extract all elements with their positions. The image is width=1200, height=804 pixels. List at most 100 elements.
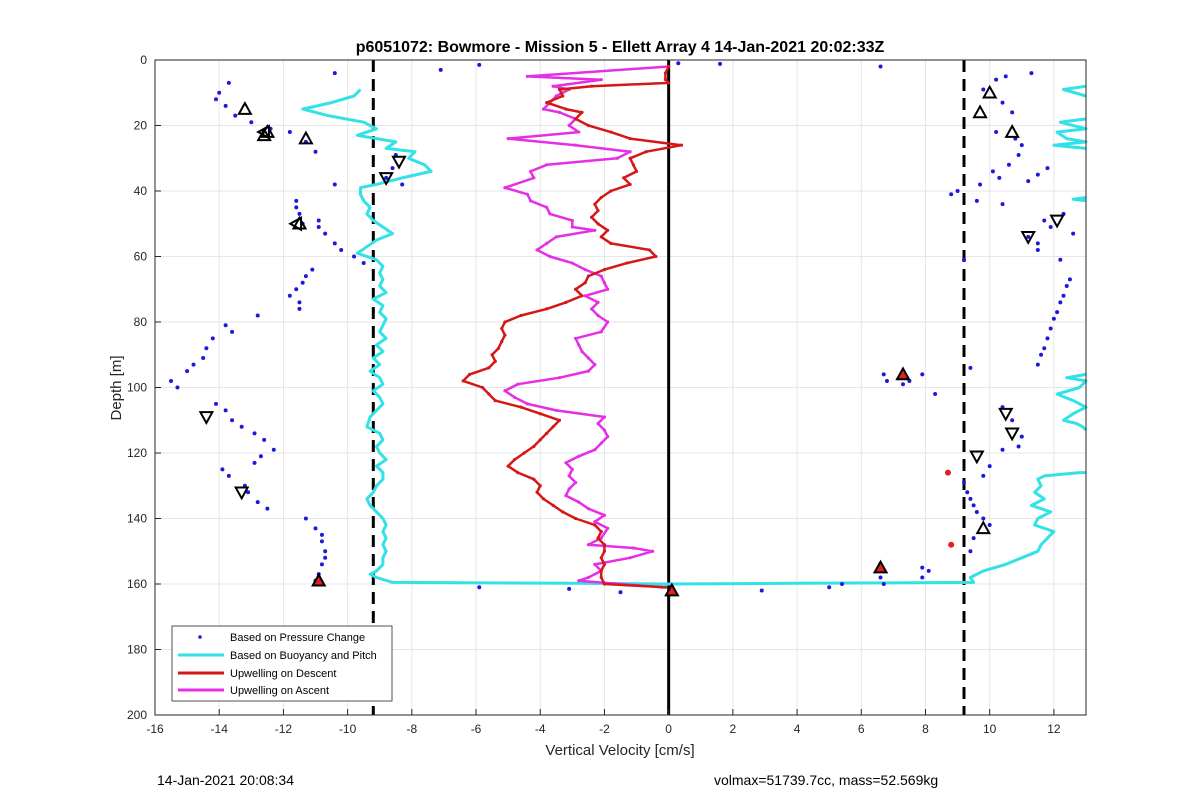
pressure-change-point [332,182,337,187]
pressure-change-point [323,549,328,554]
pressure-change-point [1051,316,1056,321]
ascent-upwelling-line-point [593,228,597,232]
left-triangle-marker [256,124,270,140]
descent-upwelling-line-point [503,333,507,337]
pressure-change-point [1055,310,1060,315]
down-triangle-marker [969,450,985,465]
pressure-change-point [217,90,222,95]
descent-upwelling-line-point [538,412,542,416]
pressure-change-point [974,509,979,514]
pressure-change-point [1000,202,1005,207]
up-triangle-marker [975,520,991,535]
pressure-change-point [239,424,244,429]
descent-upwelling-line-point [667,81,671,85]
pressure-change-point [252,431,257,436]
x-tick-label: -2 [599,722,610,736]
descent-upwelling-line-point [580,110,584,114]
descent-upwelling-line-point [541,497,546,501]
y-tick-label: 180 [127,643,147,657]
x-tick-label: -10 [339,722,357,736]
x-tick-label: -14 [211,722,229,736]
descent-upwelling-line-point [551,425,555,429]
pressure-change-point [252,460,257,465]
pressure-change-point [438,67,443,72]
ascent-upwelling-line-point [512,395,517,399]
pressure-change-point [169,378,174,383]
y-tick-label: 40 [134,184,148,198]
ascent-upwelling-line-point [602,281,607,285]
y-tick-label: 80 [134,315,148,329]
ascent-upwelling-line-point [545,163,549,167]
pressure-change-point [676,61,681,66]
descent-upwelling-line-point [493,399,497,403]
ascent-upwelling-line-point [554,408,558,413]
red-triangle-marker [311,572,327,587]
descent-upwelling-line-point [609,189,613,193]
ascent-upwelling-line-point [602,513,607,517]
pressure-change-point [840,582,845,586]
pressure-change-point [332,241,337,246]
ascent-upwelling-line-point [586,575,590,580]
descent-upwelling-line-point [654,254,658,259]
red-triangle-marker [664,582,680,597]
buoyancy-pitch-line [1052,117,1088,150]
buoyancy-pitch-line [1062,84,1087,98]
ascent-upwelling-line-point [506,137,510,141]
ascent-upwelling-line-point [577,579,581,583]
descent-upwelling-line-point [461,379,465,383]
legend: Based on Pressure Change Based on Buoyan… [171,625,393,702]
descent-upwelling-line-point [628,156,632,160]
pressure-change-point [901,382,906,387]
x-tick-label: 10 [983,722,997,736]
down-triangle-marker [1004,427,1020,442]
red-triangle-marker [872,559,889,574]
pressure-change-point [1019,434,1024,439]
ascent-upwelling-line-point [525,192,530,196]
pressure-change-point [1029,71,1034,76]
pressure-change-point [1039,352,1044,357]
pressure-change-point [987,523,992,528]
ascent-upwelling-line-point [564,493,568,498]
descent-upwelling-line-point [480,385,485,390]
ascent-upwelling-line-point [586,507,590,511]
pressure-change-point [920,565,925,570]
ascent-upwelling-line-point [545,205,549,209]
pressure-change-point [971,503,976,508]
ascent-upwelling-line-point [503,389,507,393]
descent-upwelling-line-point [503,320,507,324]
pressure-change-point [246,490,251,495]
descent-upwelling-line-point [602,268,607,272]
pressure-change-point [1010,418,1015,423]
ascent-upwelling-line-point [599,330,603,334]
buoyancy-pitch-line [1071,196,1087,203]
pressure-change-point [1016,152,1021,157]
pressure-change-point [287,130,292,135]
pressure-change-point [759,588,764,593]
ascent-upwelling-line-point [615,156,619,160]
pressure-change-point [1035,241,1040,246]
ascent-upwelling-line-point [599,441,603,445]
ascent-upwelling-line-point [593,520,597,524]
pressure-change-point [297,300,302,305]
legend-label-buoyancy: Based on Buoyancy and Pitch [230,650,377,662]
descent-upwelling-line-point [512,457,517,462]
descent-upwelling-line-point [599,530,603,534]
ascent-upwelling-line-point [516,382,520,386]
descent-upwelling-line-point [516,471,520,475]
pressure-change-point [1035,247,1040,252]
pressure-change-point [1010,110,1015,115]
pressure-change-point [1064,283,1069,288]
ascent-upwelling-line-point [570,261,574,265]
ascent-upwelling-line-point [564,461,568,465]
ascent-upwelling-line-point [628,556,632,560]
x-tick-label: -6 [471,722,482,736]
pressure-change-point [618,590,623,595]
pressure-change-point [258,454,263,459]
pressure-change-point [968,365,973,370]
pressure-change-point [313,149,318,154]
descent-upwelling-line-point [573,117,578,121]
x-tick-label: 8 [922,722,929,736]
pressure-change-point [477,585,482,590]
descent-upwelling-line-point [596,209,600,213]
ascent-upwelling-line-point [577,500,581,504]
